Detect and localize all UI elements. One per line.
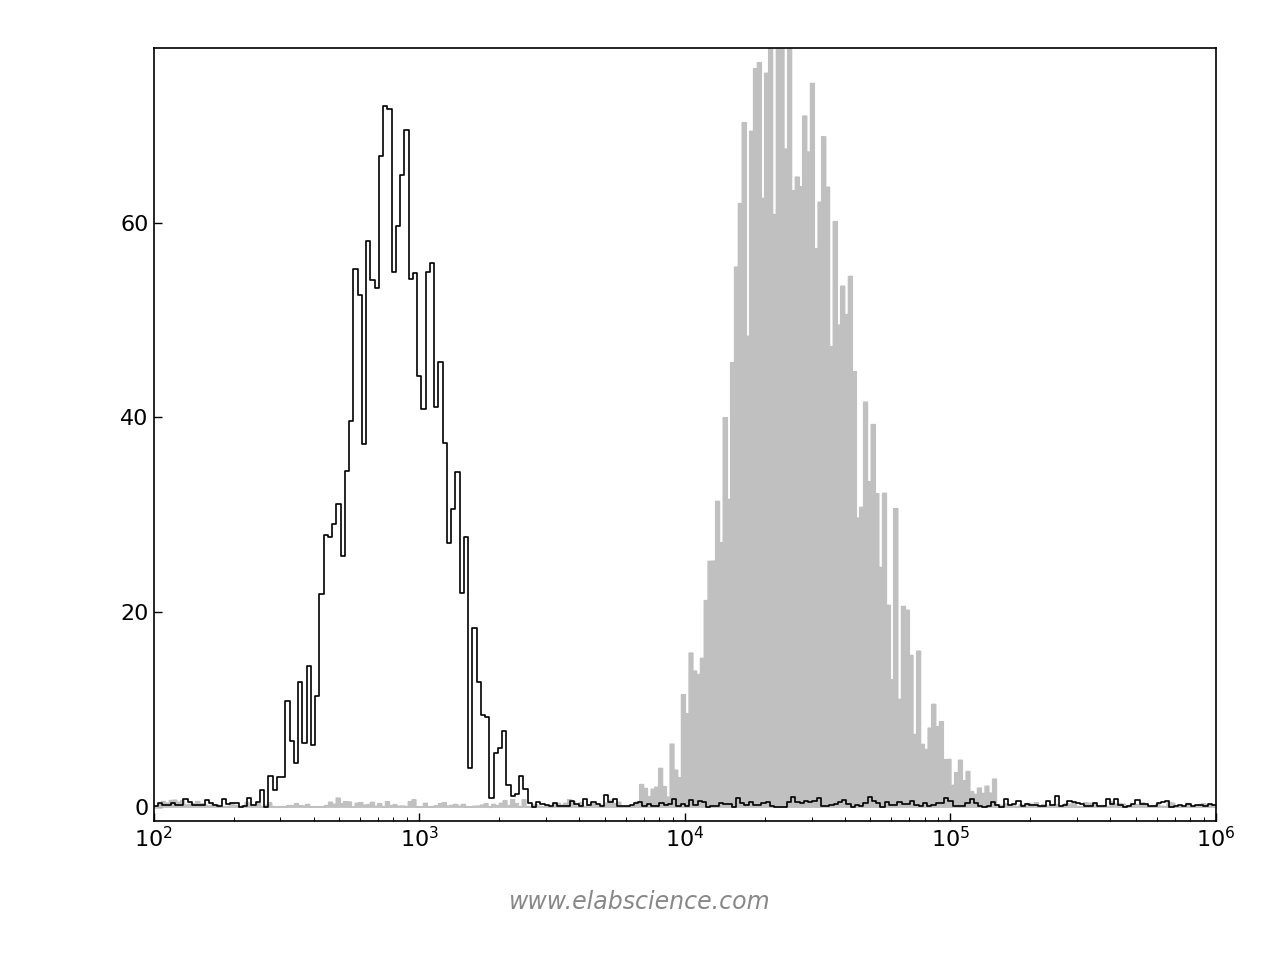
Text: www.elabscience.com: www.elabscience.com — [509, 890, 771, 915]
